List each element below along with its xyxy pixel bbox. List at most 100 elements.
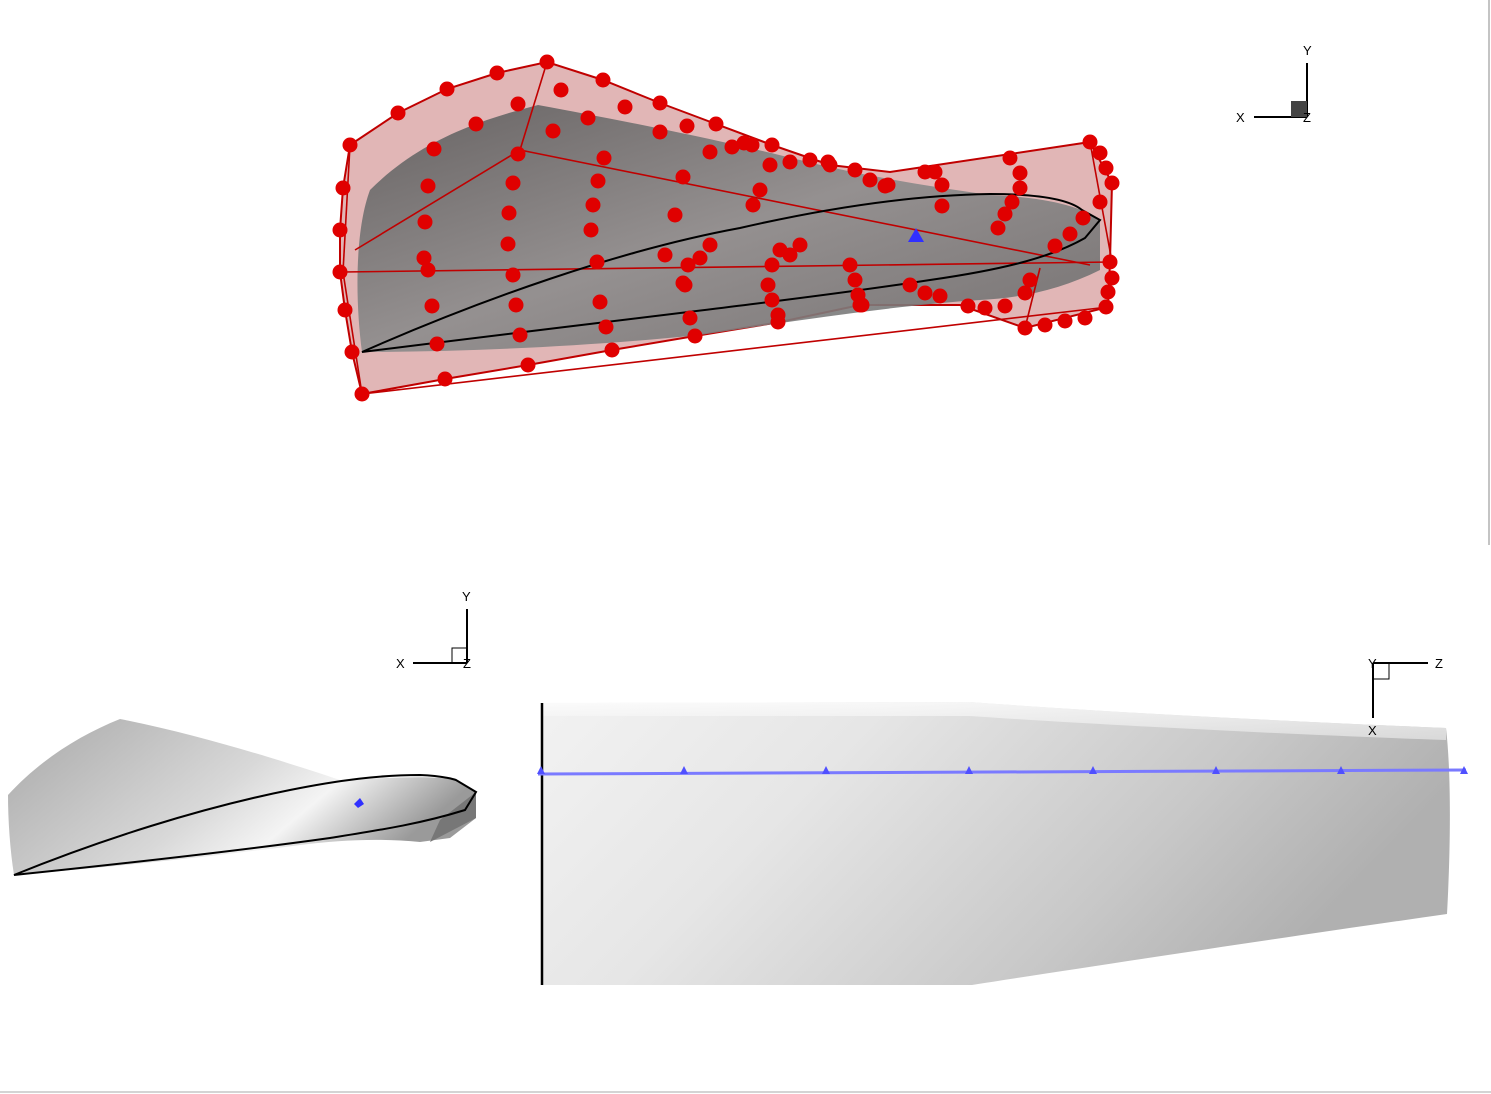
control-point	[990, 220, 1006, 236]
blade-surface-bottom-left	[8, 719, 476, 875]
control-point	[520, 357, 536, 373]
control-point	[917, 285, 933, 301]
control-point	[802, 152, 818, 168]
control-point	[652, 95, 668, 111]
bottom-right-axis-triad: Y Z X	[1368, 656, 1443, 738]
control-point	[820, 154, 836, 170]
control-point	[1077, 310, 1093, 326]
control-point	[590, 173, 606, 189]
rotation-axis-tick	[822, 766, 830, 774]
control-point	[667, 207, 683, 223]
control-point	[932, 288, 948, 304]
control-point	[598, 319, 614, 335]
control-point	[604, 342, 620, 358]
control-point	[1012, 180, 1028, 196]
control-point	[510, 96, 526, 112]
control-point	[1002, 150, 1018, 166]
control-point	[437, 371, 453, 387]
control-point	[505, 267, 521, 283]
control-point	[977, 300, 993, 316]
control-point	[1092, 194, 1108, 210]
control-point	[692, 250, 708, 266]
control-point	[1075, 210, 1091, 226]
control-point	[420, 262, 436, 278]
control-point	[770, 307, 786, 323]
rotation-axis-ticks	[537, 766, 1468, 774]
control-point	[724, 139, 740, 155]
control-point	[1102, 254, 1118, 270]
control-point	[617, 99, 633, 115]
airfoil-outline-top-view	[361, 192, 1102, 353]
control-point	[675, 169, 691, 185]
control-point	[934, 198, 950, 214]
top-triad-y-label: Y	[1303, 43, 1312, 58]
control-point	[1017, 285, 1033, 301]
control-point	[997, 206, 1013, 222]
rotation-axis-marker	[908, 228, 924, 242]
bottom-right-triad-y-label: Y	[1368, 656, 1377, 671]
control-point	[1004, 194, 1020, 210]
control-point	[1098, 299, 1114, 315]
rotation-axis-tick	[965, 766, 973, 774]
control-point	[510, 146, 526, 162]
control-point	[760, 277, 776, 293]
control-point	[512, 327, 528, 343]
control-point	[744, 137, 760, 153]
control-point	[702, 144, 718, 160]
control-point	[390, 105, 406, 121]
control-point	[877, 178, 893, 194]
control-point	[1098, 160, 1114, 176]
control-point	[429, 336, 445, 352]
control-point	[682, 310, 698, 326]
control-point	[1104, 175, 1120, 191]
rotation-axis-tick	[1460, 766, 1468, 774]
rotation-axis-marker-bottom-left	[354, 798, 364, 808]
control-point	[842, 257, 858, 273]
bottom-right-triad-x-label: X	[1368, 723, 1377, 738]
control-point	[687, 328, 703, 344]
bottom-right-blade-span-view	[537, 702, 1468, 985]
rotation-axis-tick	[1337, 766, 1345, 774]
control-point	[500, 236, 516, 252]
control-point	[762, 157, 778, 173]
control-point	[585, 197, 601, 213]
blade-tip-face	[430, 792, 476, 842]
control-point	[679, 118, 695, 134]
control-point	[1100, 284, 1116, 300]
control-point	[847, 162, 863, 178]
control-point	[862, 172, 878, 188]
control-point	[675, 275, 691, 291]
control-point	[489, 65, 505, 81]
control-point	[752, 182, 768, 198]
control-point	[680, 257, 696, 273]
control-point	[592, 294, 608, 310]
control-point	[417, 214, 433, 230]
control-point	[426, 141, 442, 157]
control-point	[1092, 145, 1108, 161]
control-point	[416, 250, 432, 266]
control-point	[902, 277, 918, 293]
control-point	[595, 72, 611, 88]
control-point	[583, 222, 599, 238]
bottom-right-triad-z-label: Z	[1435, 656, 1443, 671]
rotation-axis-line	[537, 768, 1467, 776]
control-point	[1062, 226, 1078, 242]
control-point	[708, 116, 724, 132]
bottom-left-axis-triad: Y X Z	[396, 589, 471, 671]
control-point	[539, 54, 555, 70]
blade-span-surface	[542, 702, 1450, 985]
control-point	[792, 237, 808, 253]
control-point	[854, 297, 870, 313]
control-point	[1047, 238, 1063, 254]
airfoil-outline-bottom-left	[13, 773, 478, 876]
control-point	[342, 137, 358, 153]
control-point	[424, 298, 440, 314]
control-point	[997, 298, 1013, 314]
control-point	[764, 292, 780, 308]
rotation-axis-tick	[1089, 766, 1097, 774]
top-view-axis-triad: Y X Z	[1236, 43, 1312, 125]
top-triad-x-label: X	[1236, 110, 1245, 125]
control-point	[501, 205, 517, 221]
control-point	[1037, 317, 1053, 333]
